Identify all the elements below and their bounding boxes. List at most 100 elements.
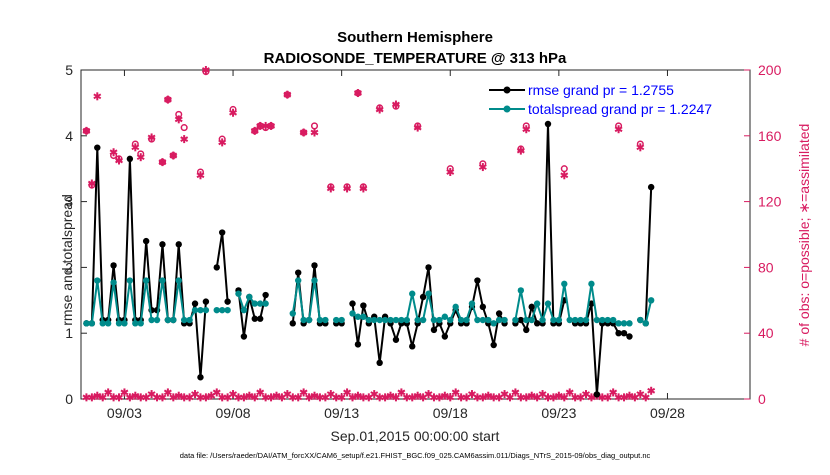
totalspread-point	[311, 277, 318, 284]
totalspread-point	[512, 316, 519, 324]
totalspread-point	[544, 300, 552, 307]
obs-bottom-marker	[169, 393, 178, 402]
right-tick-label: 40	[758, 325, 774, 341]
totalspread-point	[197, 306, 204, 314]
obs-bottom-marker	[158, 393, 167, 402]
totalspread-point	[240, 306, 248, 314]
rmse-point	[441, 333, 449, 340]
rmse-point	[289, 320, 296, 327]
rmse-point	[94, 144, 101, 151]
rmse-point	[523, 326, 530, 334]
totalspread-point	[490, 320, 497, 327]
rmse-point	[175, 241, 182, 248]
rmse-point	[240, 333, 248, 340]
totalspread-point	[126, 277, 134, 284]
obs-bottom-marker	[348, 393, 357, 402]
totalspread-point	[620, 320, 628, 327]
totalspread-point	[316, 316, 324, 324]
rmse-point	[311, 262, 318, 269]
obs-bottom-marker	[544, 393, 552, 402]
totalspread-point	[468, 300, 476, 307]
obs-assimilated-marker	[375, 105, 384, 114]
x-tick-label: 09/28	[650, 405, 685, 421]
totalspread-point	[142, 277, 150, 284]
totalspread-point	[539, 316, 546, 324]
rmse-point	[533, 320, 541, 327]
x-tick-label: 09/13	[324, 405, 359, 421]
obs-bottom-marker	[625, 391, 634, 400]
totalspread-point	[202, 306, 210, 314]
right-tick-label: 160	[758, 128, 782, 144]
obs-bottom-marker	[429, 393, 438, 402]
chart-subtitle: RADIOSONDE_TEMPERATURE @ 313 hPa	[264, 50, 567, 67]
rmse-point	[251, 315, 258, 322]
y-axis-label: rmse and totalspread	[59, 194, 75, 326]
rmse-point	[360, 302, 367, 309]
totalspread-point	[436, 316, 443, 324]
obs-bottom-marker	[153, 393, 161, 402]
obs-bottom-marker	[239, 393, 248, 402]
rmse-point	[419, 293, 427, 301]
obs-bottom-marker	[582, 390, 590, 399]
obs-bottom-marker	[554, 391, 563, 400]
right-tick-label: 80	[758, 259, 774, 275]
totalspread-point	[99, 320, 106, 327]
totalspread-point	[159, 277, 166, 284]
obs-assimilated-marker	[180, 135, 189, 144]
totalspread-point	[593, 316, 601, 324]
obs-bottom-marker	[163, 388, 172, 397]
totalspread-point	[403, 316, 411, 324]
obs-bottom-marker	[647, 386, 656, 395]
totalspread-point	[110, 279, 117, 286]
totalspread-point	[485, 316, 492, 324]
rmse-point	[213, 264, 220, 271]
obs-assimilated-marker	[353, 89, 362, 98]
rmse-point	[626, 333, 633, 340]
obs-possible-marker	[180, 124, 188, 132]
obs-bottom-marker	[131, 391, 140, 400]
obs-bottom-marker	[185, 393, 194, 402]
totalspread-point	[582, 316, 590, 324]
totalspread-point	[571, 316, 579, 324]
totalspread-point	[88, 320, 96, 327]
totalspread-point	[295, 277, 302, 284]
totalspread-point	[338, 316, 345, 324]
obs-assimilated-marker	[560, 171, 569, 180]
totalspread-point	[381, 316, 389, 324]
totalspread-point	[153, 316, 161, 324]
obs-assimilated-marker	[229, 108, 238, 117]
footnote: data file: /Users/raeder/DAI/ATM_forcXX/…	[180, 451, 651, 460]
x-tick-label: 09/08	[216, 405, 251, 421]
obs-bottom-marker	[375, 393, 384, 402]
right-tick-label: 0	[758, 391, 766, 407]
obs-assimilated-marker	[413, 123, 422, 132]
totalspread-point	[599, 316, 606, 324]
totalspread-point	[615, 320, 622, 327]
totalspread-point	[256, 300, 264, 307]
obs-bottom-marker	[234, 393, 243, 402]
obs-bottom-marker	[549, 393, 558, 402]
rmse-point	[218, 229, 226, 236]
totalspread-point	[137, 320, 144, 327]
obs-bottom-marker	[435, 393, 444, 402]
x-tick-label: 09/18	[433, 405, 468, 421]
obs-bottom-marker	[603, 393, 612, 402]
totalspread-point	[83, 320, 90, 327]
obs-assimilated-marker	[343, 184, 352, 193]
obs-bottom-marker	[576, 393, 585, 402]
obs-bottom-marker	[495, 393, 504, 402]
rmse-point	[479, 303, 487, 311]
obs-assimilated-marker	[147, 133, 156, 142]
totalspread-point	[479, 316, 487, 324]
rmse-point	[620, 330, 628, 337]
obs-assimilated-marker	[326, 184, 335, 193]
totalspread-point	[148, 316, 155, 324]
obs-assimilated-marker	[163, 95, 172, 104]
rmse-point	[528, 303, 535, 311]
totalspread-point	[642, 320, 649, 327]
obs-assimilated-marker	[614, 125, 623, 134]
obs-bottom-marker	[462, 393, 471, 402]
obs-possible-marker	[560, 165, 568, 173]
obs-bottom-marker	[473, 393, 482, 402]
obs-bottom-marker	[370, 390, 379, 399]
